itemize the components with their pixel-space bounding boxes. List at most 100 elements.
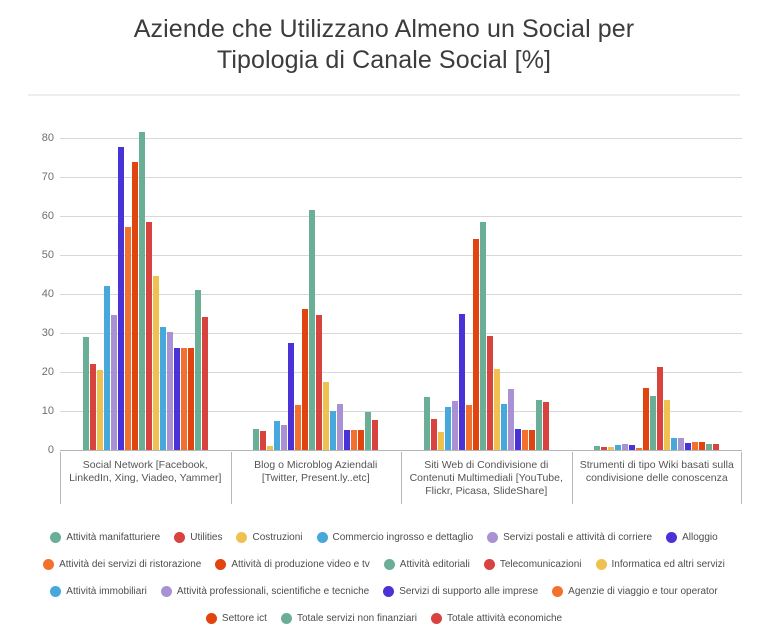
bar[interactable] — [706, 444, 713, 450]
bar[interactable] — [358, 430, 365, 450]
bar[interactable] — [187, 347, 194, 450]
legend-item[interactable]: Attività immobiliari — [50, 586, 147, 597]
bar[interactable] — [323, 381, 330, 450]
y-axis-tick-label: 30 — [41, 326, 54, 339]
legend-item[interactable]: Utilities — [174, 532, 222, 543]
bar[interactable] — [699, 442, 706, 450]
bar[interactable] — [295, 405, 302, 450]
bar[interactable] — [110, 315, 117, 450]
legend-item[interactable]: Totale attività economiche — [431, 613, 562, 624]
bar[interactable] — [274, 420, 281, 450]
bar[interactable] — [437, 432, 444, 450]
bar[interactable] — [117, 147, 124, 450]
legend-item[interactable]: Costruzioni — [236, 532, 303, 543]
bar[interactable] — [173, 348, 180, 450]
bar[interactable] — [166, 332, 173, 450]
legend-item[interactable]: Servizi postali e attività di corriere — [487, 532, 652, 543]
title-divider — [28, 94, 740, 96]
bar[interactable] — [103, 285, 110, 450]
bar[interactable] — [608, 447, 615, 450]
bar[interactable] — [444, 407, 451, 450]
legend-swatch-icon — [160, 586, 172, 597]
bar[interactable] — [528, 429, 535, 450]
bar[interactable] — [535, 400, 542, 450]
bar[interactable] — [678, 437, 685, 450]
bar[interactable] — [594, 446, 601, 450]
legend-item[interactable]: Settore ict — [205, 613, 267, 624]
bar[interactable] — [643, 388, 650, 450]
bar[interactable] — [521, 429, 528, 450]
legend-item[interactable]: Commercio ingrosso e dettaglio — [316, 532, 473, 543]
bar[interactable] — [302, 309, 309, 450]
legend-item[interactable]: Attività editoriali — [383, 559, 470, 570]
bar[interactable] — [288, 342, 295, 450]
bar[interactable] — [344, 430, 351, 450]
bar[interactable] — [650, 396, 657, 450]
legend-label: Utilities — [190, 532, 223, 543]
bar[interactable] — [629, 444, 636, 450]
bar[interactable] — [542, 402, 549, 450]
legend-item[interactable]: Attività manifatturiere — [50, 532, 160, 543]
legend-item[interactable]: Telecomunicazioni — [483, 559, 582, 570]
bar[interactable] — [615, 445, 622, 450]
bar[interactable] — [636, 447, 643, 450]
bar-group — [401, 118, 572, 450]
bar[interactable] — [82, 336, 89, 450]
bar[interactable] — [194, 289, 201, 450]
bar[interactable] — [451, 401, 458, 450]
bar[interactable] — [713, 444, 720, 450]
bar[interactable] — [507, 389, 514, 450]
bar[interactable] — [671, 438, 678, 450]
legend-item[interactable]: Attività dei servizi di ristorazione — [43, 559, 201, 570]
bar[interactable] — [692, 442, 699, 450]
legend-label: Attività dei servizi di ristorazione — [59, 559, 202, 570]
legend-item[interactable]: Agenzie di viaggio e tour operator — [552, 586, 718, 597]
bar[interactable] — [486, 335, 493, 450]
bar[interactable] — [131, 161, 138, 450]
bar[interactable] — [514, 428, 521, 450]
bar[interactable] — [657, 367, 664, 450]
legend-label: Costruzioni — [252, 532, 303, 543]
bar[interactable] — [458, 314, 465, 450]
legend-item[interactable]: Attività di produzione video e tv — [215, 559, 370, 570]
bar[interactable] — [664, 400, 671, 450]
bar[interactable] — [124, 227, 131, 450]
bar[interactable] — [159, 326, 166, 450]
bar[interactable] — [472, 239, 479, 450]
legend-label: Attività di produzione video e tv — [231, 559, 370, 570]
bar[interactable] — [145, 221, 152, 450]
title-line-2: Tipologia di Canale Social [%] — [216, 46, 552, 74]
bar[interactable] — [423, 397, 430, 450]
legend-item[interactable]: Attività professionali, scientifiche e t… — [160, 586, 369, 597]
bar[interactable] — [152, 276, 159, 450]
bar[interactable] — [372, 419, 379, 450]
bar[interactable] — [309, 209, 316, 450]
bar[interactable] — [96, 369, 103, 450]
bar[interactable] — [500, 403, 507, 450]
bar[interactable] — [281, 425, 288, 450]
bar[interactable] — [267, 446, 274, 450]
bar[interactable] — [260, 431, 267, 450]
bar[interactable] — [601, 446, 608, 450]
bar[interactable] — [365, 411, 372, 450]
bar[interactable] — [337, 403, 344, 450]
legend-item[interactable]: Totale servizi non finanziari — [280, 613, 417, 624]
y-axis-tick-label: 0 — [47, 444, 54, 456]
bar[interactable] — [479, 221, 486, 450]
bar[interactable] — [138, 131, 145, 450]
legend-item[interactable]: Informatica ed altri servizi — [595, 559, 725, 570]
bar[interactable] — [685, 442, 692, 450]
bar[interactable] — [253, 428, 260, 450]
bar[interactable] — [430, 418, 437, 450]
legend-item[interactable]: Alloggio — [666, 532, 718, 543]
legend-item[interactable]: Servizi di supporto alle imprese — [383, 586, 538, 597]
bar[interactable] — [465, 405, 472, 450]
bar[interactable] — [316, 315, 323, 450]
bar[interactable] — [493, 368, 500, 450]
bar[interactable] — [89, 364, 96, 450]
bar[interactable] — [180, 347, 187, 450]
bar[interactable] — [330, 410, 337, 450]
bar[interactable] — [351, 430, 358, 450]
bar[interactable] — [622, 444, 629, 450]
bar[interactable] — [201, 317, 208, 450]
